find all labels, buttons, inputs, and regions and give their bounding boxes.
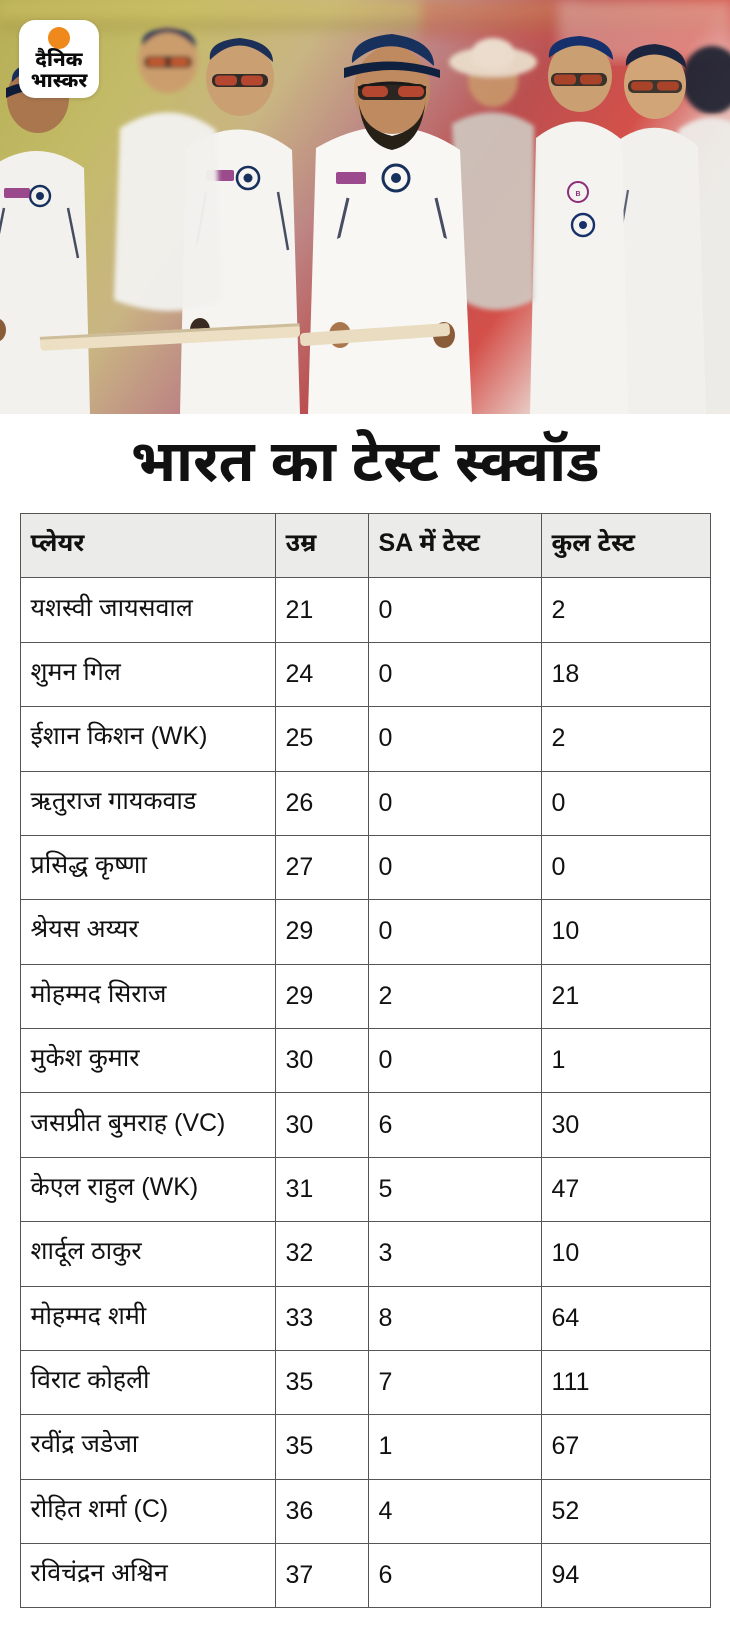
svg-text:B: B: [575, 191, 580, 198]
